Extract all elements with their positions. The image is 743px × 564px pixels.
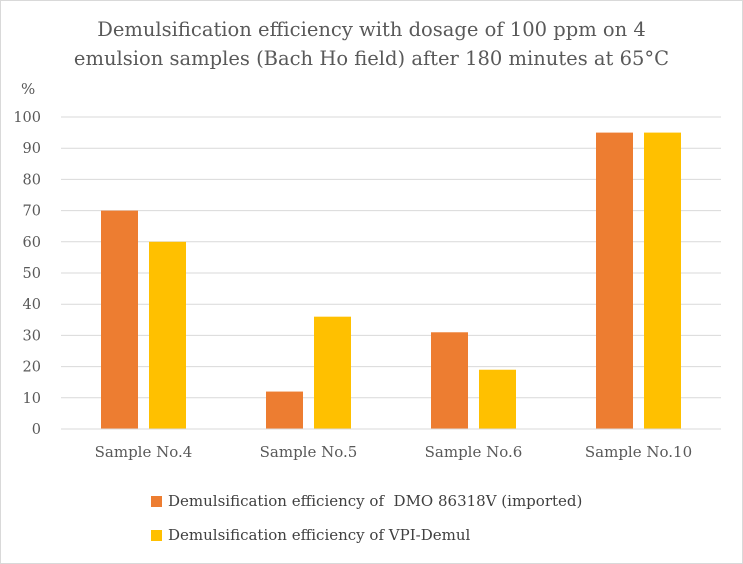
y-tick-label: 30: [23, 328, 41, 344]
y-tick-label: 80: [23, 172, 41, 188]
y-tick-label: 50: [23, 266, 41, 282]
chart-title-line-1: Demulsification efficiency with dosage o…: [97, 18, 646, 41]
y-tick-label: 20: [23, 360, 41, 376]
x-tick-label: Sample No.4: [95, 443, 193, 461]
x-tick-label: Sample No.5: [260, 443, 358, 461]
y-tick-label: 90: [23, 141, 41, 157]
chart-title: Demulsification efficiency with dosage o…: [1, 15, 742, 73]
bar-series-2: [644, 132, 681, 429]
legend-item-series-1: Demulsification efficiency of DMO 86318V…: [151, 491, 582, 511]
chart-legend: Demulsification efficiency of DMO 86318V…: [151, 491, 582, 559]
legend-swatch-series-2: [151, 529, 162, 541]
x-tick-label: Sample No.10: [585, 443, 692, 461]
y-tick-label: 70: [23, 204, 41, 220]
x-tick-label: Sample No.6: [425, 443, 523, 461]
bar-series-1: [266, 391, 303, 429]
bar-series-2: [314, 316, 351, 429]
legend-swatch-series-1: [151, 495, 162, 507]
y-tick-label: 10: [23, 391, 41, 407]
y-tick-label: 40: [23, 297, 41, 313]
y-tick-label: 0: [32, 422, 41, 438]
y-axis-label: %: [21, 80, 35, 98]
legend-label-series-1: Demulsification efficiency of DMO 86318V…: [168, 492, 583, 510]
y-tick-label: 60: [23, 235, 41, 251]
legend-item-series-2: Demulsification efficiency of VPI-Demul: [151, 525, 582, 545]
chart-title-line-2: emulsion samples (Bach Ho field) after 1…: [73, 47, 670, 70]
bar-series-1: [431, 332, 468, 429]
bar-series-1: [596, 132, 633, 429]
bar-series-2: [479, 369, 516, 429]
y-tick-label: 100: [13, 110, 41, 126]
legend-label-series-2: Demulsification efficiency of VPI-Demul: [168, 526, 471, 544]
bar-series-1: [101, 210, 138, 429]
bar-series-2: [149, 241, 186, 429]
